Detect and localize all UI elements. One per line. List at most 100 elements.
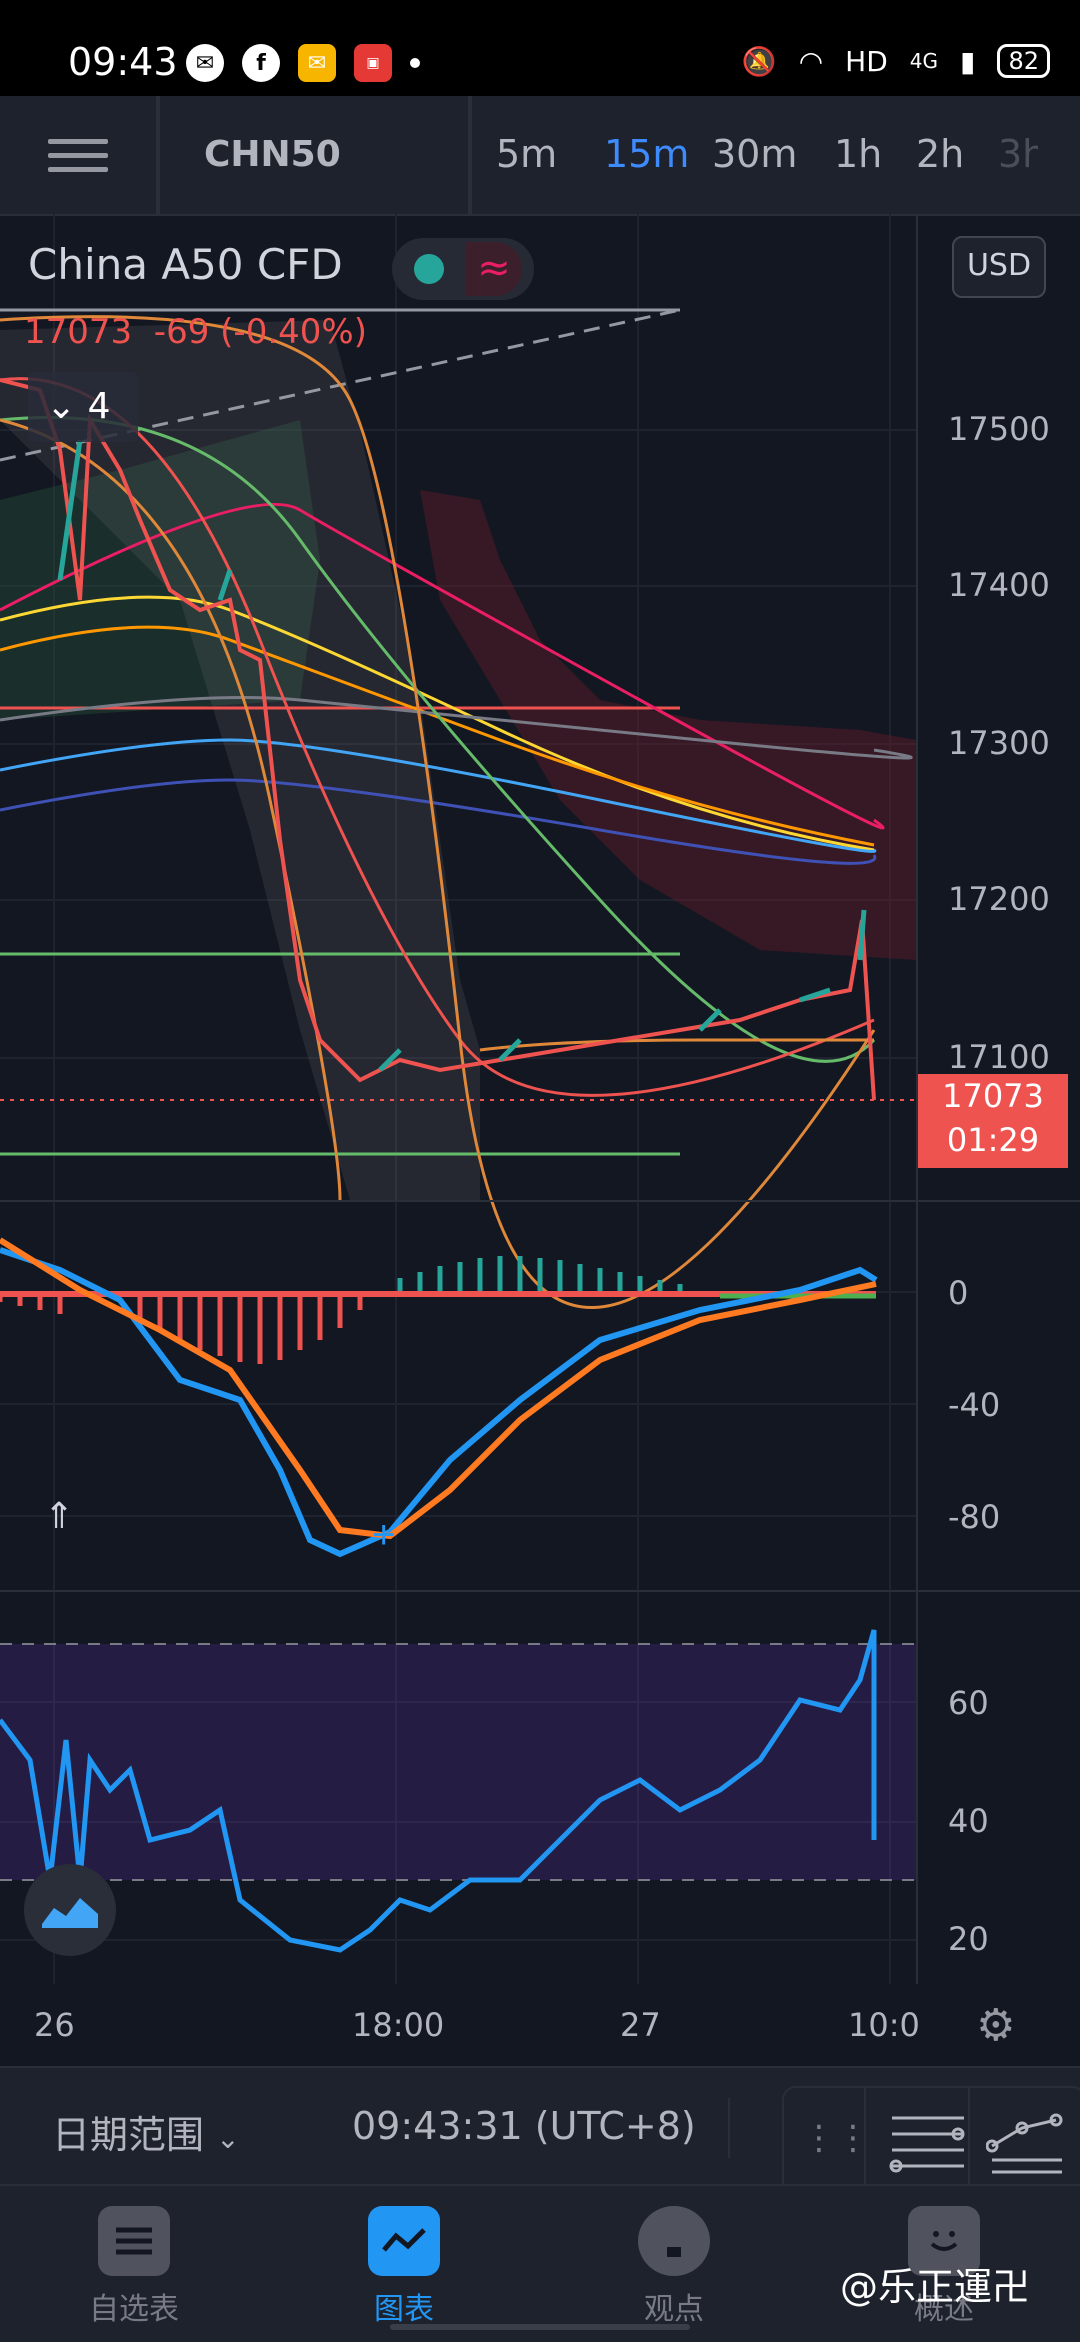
macd-histogram bbox=[0, 1256, 683, 1364]
macd-plus-icon: + bbox=[372, 1513, 395, 1557]
nav-chart[interactable]: 图表 bbox=[314, 2206, 494, 2328]
legend-last-price: 17073 bbox=[24, 312, 133, 352]
notification-icons: ✉ f ✉ ▣ bbox=[186, 44, 420, 82]
interval-3h[interactable]: 3h bbox=[998, 132, 1038, 176]
nav-label: 观点 bbox=[644, 2292, 704, 2327]
menu-icon-line bbox=[48, 153, 108, 158]
toolbar-divider bbox=[156, 96, 160, 214]
rsi-band bbox=[0, 1644, 916, 1880]
chart-settings-gear-icon[interactable]: ⚙ bbox=[976, 2000, 1016, 2051]
status-right: 🔕 ◠ HD 4G ▮ 82 bbox=[742, 44, 1050, 78]
ma-blue-light bbox=[0, 738, 877, 853]
last-price-tag: 17073 01:29 bbox=[918, 1074, 1068, 1168]
bollinger-upper bbox=[0, 315, 876, 1309]
rsi-label: 60 bbox=[948, 1684, 989, 1722]
nav-watchlist[interactable]: 自选表 bbox=[44, 2206, 224, 2328]
pane-separator[interactable] bbox=[0, 1590, 1080, 1592]
bottom-navigation: 自选表 图表 观点 概述 bbox=[0, 2184, 1080, 2342]
list-icon bbox=[98, 2206, 170, 2276]
timezone-clock[interactable]: 09:43:31 (UTC+8) bbox=[352, 2104, 696, 2148]
time-axis[interactable]: 26 18:00 27 10:0 bbox=[0, 1984, 1080, 2066]
rsi-label: 20 bbox=[948, 1920, 989, 1958]
interval-2h[interactable]: 2h bbox=[916, 132, 965, 176]
network-label: HD bbox=[845, 44, 888, 78]
news-app-icon: ▣ bbox=[354, 44, 392, 82]
indicators-collapse-button[interactable]: ⌄ 4 bbox=[28, 372, 138, 442]
status-time: 09:43 bbox=[68, 40, 178, 84]
tool-divider bbox=[864, 2088, 866, 2198]
toolbar-divider bbox=[468, 96, 472, 214]
date-range-button[interactable]: 日期范围 ⌄ bbox=[52, 2104, 240, 2159]
macd-signal-line bbox=[0, 1237, 877, 1540]
menu-icon-line bbox=[48, 167, 108, 172]
interval-1h[interactable]: 1h bbox=[834, 132, 883, 176]
date-range-label: 日期范围 bbox=[52, 2113, 205, 2157]
indicators-list-icon[interactable] bbox=[888, 2110, 968, 2176]
price-label: 17400 bbox=[948, 566, 1050, 604]
chart-tools-group: ⋮⋮ bbox=[782, 2086, 1080, 2200]
bollinger-lower bbox=[0, 418, 342, 1201]
chart-title[interactable]: China A50 CFD bbox=[28, 240, 343, 289]
time-label: 27 bbox=[620, 2006, 661, 2044]
status-bar: 09:43 ✉ f ✉ ▣ 🔕 ◠ HD 4G ▮ 82 bbox=[0, 0, 1080, 96]
macd-label: -80 bbox=[948, 1498, 1001, 1536]
menu-button[interactable] bbox=[48, 130, 108, 190]
time-label: 10:0 bbox=[848, 2006, 920, 2044]
interval-30m[interactable]: 30m bbox=[712, 132, 798, 176]
ma-orange bbox=[0, 625, 875, 847]
legend-change-pct: (-0.40%) bbox=[220, 312, 367, 352]
indicator-status-pill[interactable]: ≈ bbox=[392, 238, 534, 300]
indicator-toggle-button[interactable] bbox=[24, 1864, 116, 1956]
ma-yellow bbox=[0, 595, 875, 852]
ma-green bbox=[0, 416, 876, 1063]
signal-icon: ▮ bbox=[960, 44, 976, 78]
drag-handle-icon[interactable]: ⋮⋮ bbox=[802, 2118, 870, 2158]
battery-indicator: 82 bbox=[997, 44, 1050, 78]
time-label: 18:00 bbox=[352, 2006, 445, 2044]
nav-overview[interactable]: 概述 bbox=[854, 2206, 1034, 2328]
nav-label: 图表 bbox=[374, 2292, 434, 2327]
rsi-line bbox=[0, 1629, 877, 1953]
indicator-count: 4 bbox=[87, 386, 111, 427]
lightbulb-icon bbox=[638, 2206, 710, 2276]
ma-blue-dark bbox=[0, 778, 877, 865]
market-open-dot-icon bbox=[414, 254, 444, 284]
price-candles-green bbox=[57, 439, 867, 1072]
chevron-down-icon: ⌄ bbox=[46, 386, 77, 427]
ma-gray bbox=[0, 696, 913, 760]
home-indicator[interactable] bbox=[390, 2324, 690, 2330]
bollinger-lower-2 bbox=[479, 1038, 874, 1052]
last-price-value: 17073 bbox=[942, 1077, 1044, 1115]
area-chart-icon bbox=[42, 1898, 98, 1928]
symbol-button[interactable]: CHN50 bbox=[204, 134, 341, 175]
currency-button[interactable]: USD bbox=[952, 236, 1046, 298]
drawing-tools-icon[interactable] bbox=[986, 2110, 1066, 2176]
macd-label: -40 bbox=[948, 1386, 1001, 1424]
more-dot-icon bbox=[410, 58, 420, 68]
time-label: 26 bbox=[34, 2006, 75, 2044]
signal-label: 4G bbox=[909, 49, 939, 73]
nav-ideas[interactable]: 观点 bbox=[584, 2206, 764, 2328]
interval-5m[interactable]: 5m bbox=[496, 132, 558, 176]
ichimoku-cloud-red bbox=[420, 490, 916, 960]
price-label: 17300 bbox=[948, 724, 1050, 762]
nav-label: 概述 bbox=[914, 2292, 974, 2327]
pane-separator[interactable] bbox=[0, 1200, 1080, 1202]
macd-line bbox=[0, 1247, 878, 1558]
rsi-label: 40 bbox=[948, 1802, 989, 1840]
price-label: 17500 bbox=[948, 410, 1050, 448]
macd-up-arrow-icon: ⇑ bbox=[44, 1496, 74, 1537]
interval-15m[interactable]: 15m bbox=[604, 132, 690, 176]
chart-canvas[interactable]: + ⇑ bbox=[0, 0, 1080, 1984]
menu-icon bbox=[48, 139, 108, 144]
chart-toolbar: CHN50 5m 15m 30m 1h 2h 3h bbox=[0, 96, 1080, 216]
facebook-icon: f bbox=[242, 44, 280, 82]
bollinger-band bbox=[0, 320, 480, 1200]
price-label: 17100 bbox=[948, 1038, 1050, 1076]
tool-divider bbox=[968, 2088, 970, 2198]
interval-tabs: 5m 15m 30m 1h 2h 3h bbox=[496, 132, 1038, 176]
legend-change: -69 bbox=[153, 312, 210, 352]
watermark: @乐正運卍 bbox=[840, 2265, 1031, 2309]
smiley-icon bbox=[908, 2206, 980, 2276]
price-scale-border bbox=[916, 214, 918, 1984]
